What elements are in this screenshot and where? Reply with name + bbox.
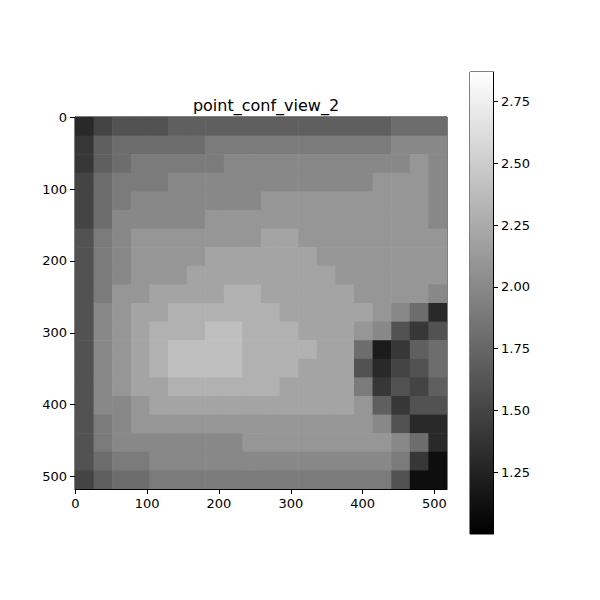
svg-text:400: 400 — [350, 496, 375, 511]
svg-text:500: 500 — [42, 469, 67, 484]
svg-text:100: 100 — [135, 496, 160, 511]
svg-text:400: 400 — [42, 397, 67, 412]
svg-text:1.50: 1.50 — [501, 403, 530, 418]
svg-text:1.25: 1.25 — [501, 465, 530, 480]
svg-text:300: 300 — [42, 325, 67, 340]
svg-text:2.25: 2.25 — [501, 218, 530, 233]
svg-text:0: 0 — [59, 110, 67, 125]
svg-text:200: 200 — [207, 496, 232, 511]
svg-text:500: 500 — [422, 496, 447, 511]
svg-text:0: 0 — [71, 496, 79, 511]
svg-text:1.75: 1.75 — [501, 341, 530, 356]
svg-text:2.75: 2.75 — [501, 94, 530, 109]
svg-text:300: 300 — [278, 496, 303, 511]
svg-text:point_conf_view_2: point_conf_view_2 — [193, 96, 339, 116]
svg-text:100: 100 — [42, 182, 67, 197]
svg-text:200: 200 — [42, 253, 67, 268]
svg-text:2.50: 2.50 — [501, 156, 530, 171]
svg-text:2.00: 2.00 — [501, 279, 530, 294]
